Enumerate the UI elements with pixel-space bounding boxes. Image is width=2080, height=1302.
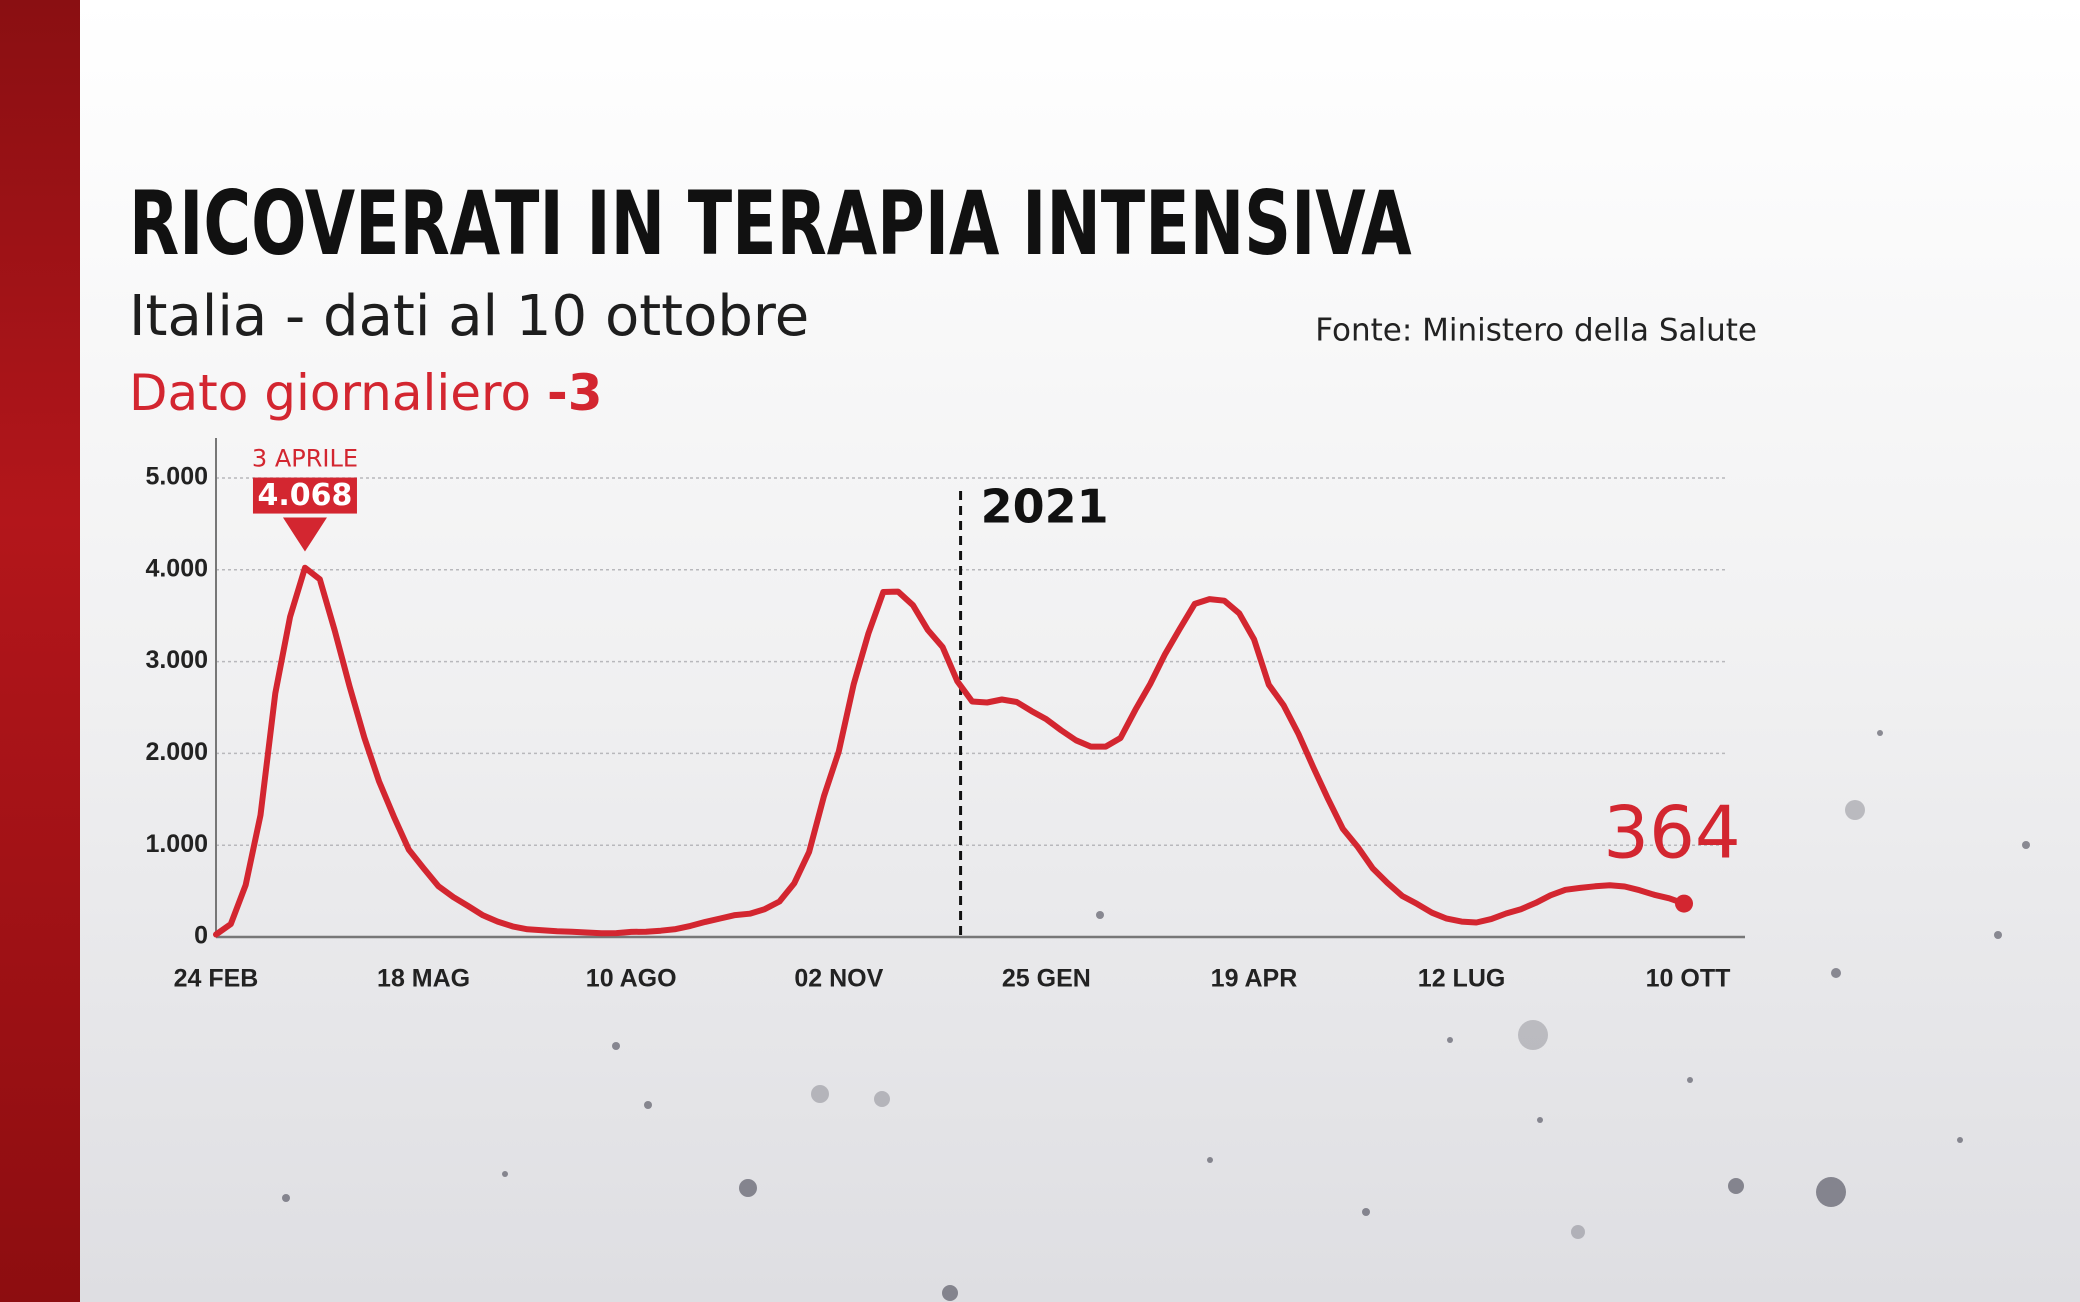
annotation-pointer bbox=[282, 517, 327, 552]
y-tick-label: 4.000 bbox=[145, 554, 208, 582]
year-label: 2021 bbox=[981, 480, 1109, 534]
y-tick-label: 1.000 bbox=[145, 830, 208, 858]
y-tick-label: 2.000 bbox=[145, 738, 208, 766]
daily-info: Dato giornaliero -3 bbox=[129, 364, 603, 422]
x-tick-label: 10 AGO bbox=[586, 965, 677, 993]
x-tick-label: 24 FEB bbox=[174, 965, 259, 993]
annotation-value: 4.068 bbox=[258, 478, 353, 513]
decor-dots bbox=[282, 730, 2030, 1301]
annotation-label: 3 APRILE bbox=[252, 445, 358, 473]
x-tick-label: 18 MAG bbox=[377, 965, 470, 993]
daily-label: Dato giornaliero bbox=[129, 364, 531, 422]
chart-subtitle: Italia - dati al 10 ottobre bbox=[129, 284, 809, 349]
annotation-box bbox=[252, 477, 357, 514]
x-tick-label: 02 NOV bbox=[794, 965, 883, 993]
x-tick-label: 19 APR bbox=[1211, 965, 1298, 993]
x-tick-label: 12 LUG bbox=[1418, 965, 1506, 993]
chart-title: RICOVERATI IN TERAPIA INTENSIVA bbox=[129, 173, 1412, 275]
source: Fonte: Ministero della Salute bbox=[1315, 313, 1757, 349]
y-tick-label: 3.000 bbox=[145, 646, 208, 674]
x-tick-label: 25 GEN bbox=[1002, 965, 1091, 993]
y-tick-label: 0 bbox=[194, 922, 208, 950]
end-value-label: 364 bbox=[1603, 791, 1740, 875]
data-line bbox=[213, 564, 1687, 938]
y-tick-label: 5.000 bbox=[145, 463, 208, 491]
daily-value: -3 bbox=[547, 364, 603, 422]
end-point bbox=[1675, 894, 1693, 913]
x-tick-label: 10 OTT bbox=[1646, 965, 1731, 993]
side-bar bbox=[0, 0, 80, 1302]
